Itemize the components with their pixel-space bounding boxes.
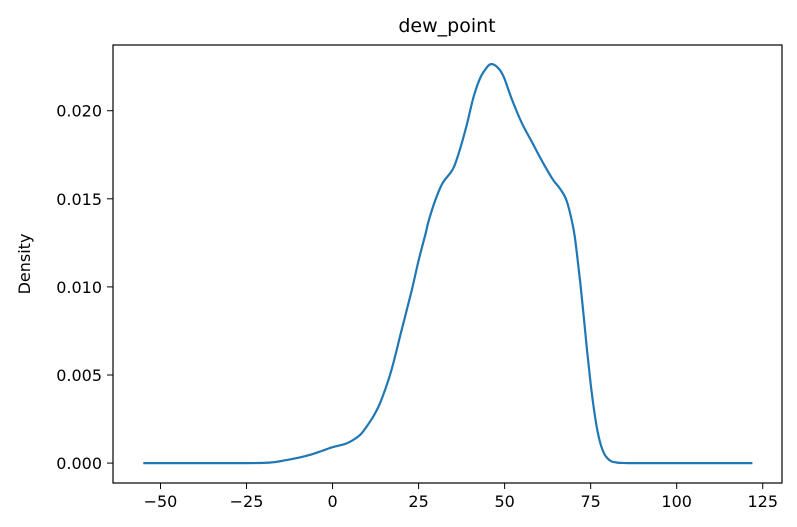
y-tick-label: 0.010	[56, 278, 102, 297]
series-layer	[143, 62, 753, 465]
plot-area-border	[112, 44, 783, 484]
y-tick-label: 0.005	[56, 366, 102, 385]
x-tick-label: 0	[327, 492, 337, 511]
y-ticks: 0.000 0.005 0.010 0.015 0.020	[56, 102, 113, 473]
y-tick-label: 0.020	[56, 102, 102, 121]
density-line	[143, 62, 753, 465]
x-ticks: −50 −25 0 25 50 75 100 125	[144, 483, 778, 511]
x-tick-label: 75	[580, 492, 600, 511]
x-tick-label: −25	[230, 492, 264, 511]
x-tick-label: 125	[747, 492, 778, 511]
x-tick-label: 100	[661, 492, 692, 511]
y-tick-label: 0.015	[56, 190, 102, 209]
x-tick-label: 50	[494, 492, 514, 511]
x-tick-label: 25	[408, 492, 428, 511]
y-tick-label: 0.000	[56, 454, 102, 473]
chart-title: dew_point	[398, 15, 495, 37]
y-axis-label: Density	[15, 234, 34, 295]
x-tick-label: −50	[144, 492, 178, 511]
